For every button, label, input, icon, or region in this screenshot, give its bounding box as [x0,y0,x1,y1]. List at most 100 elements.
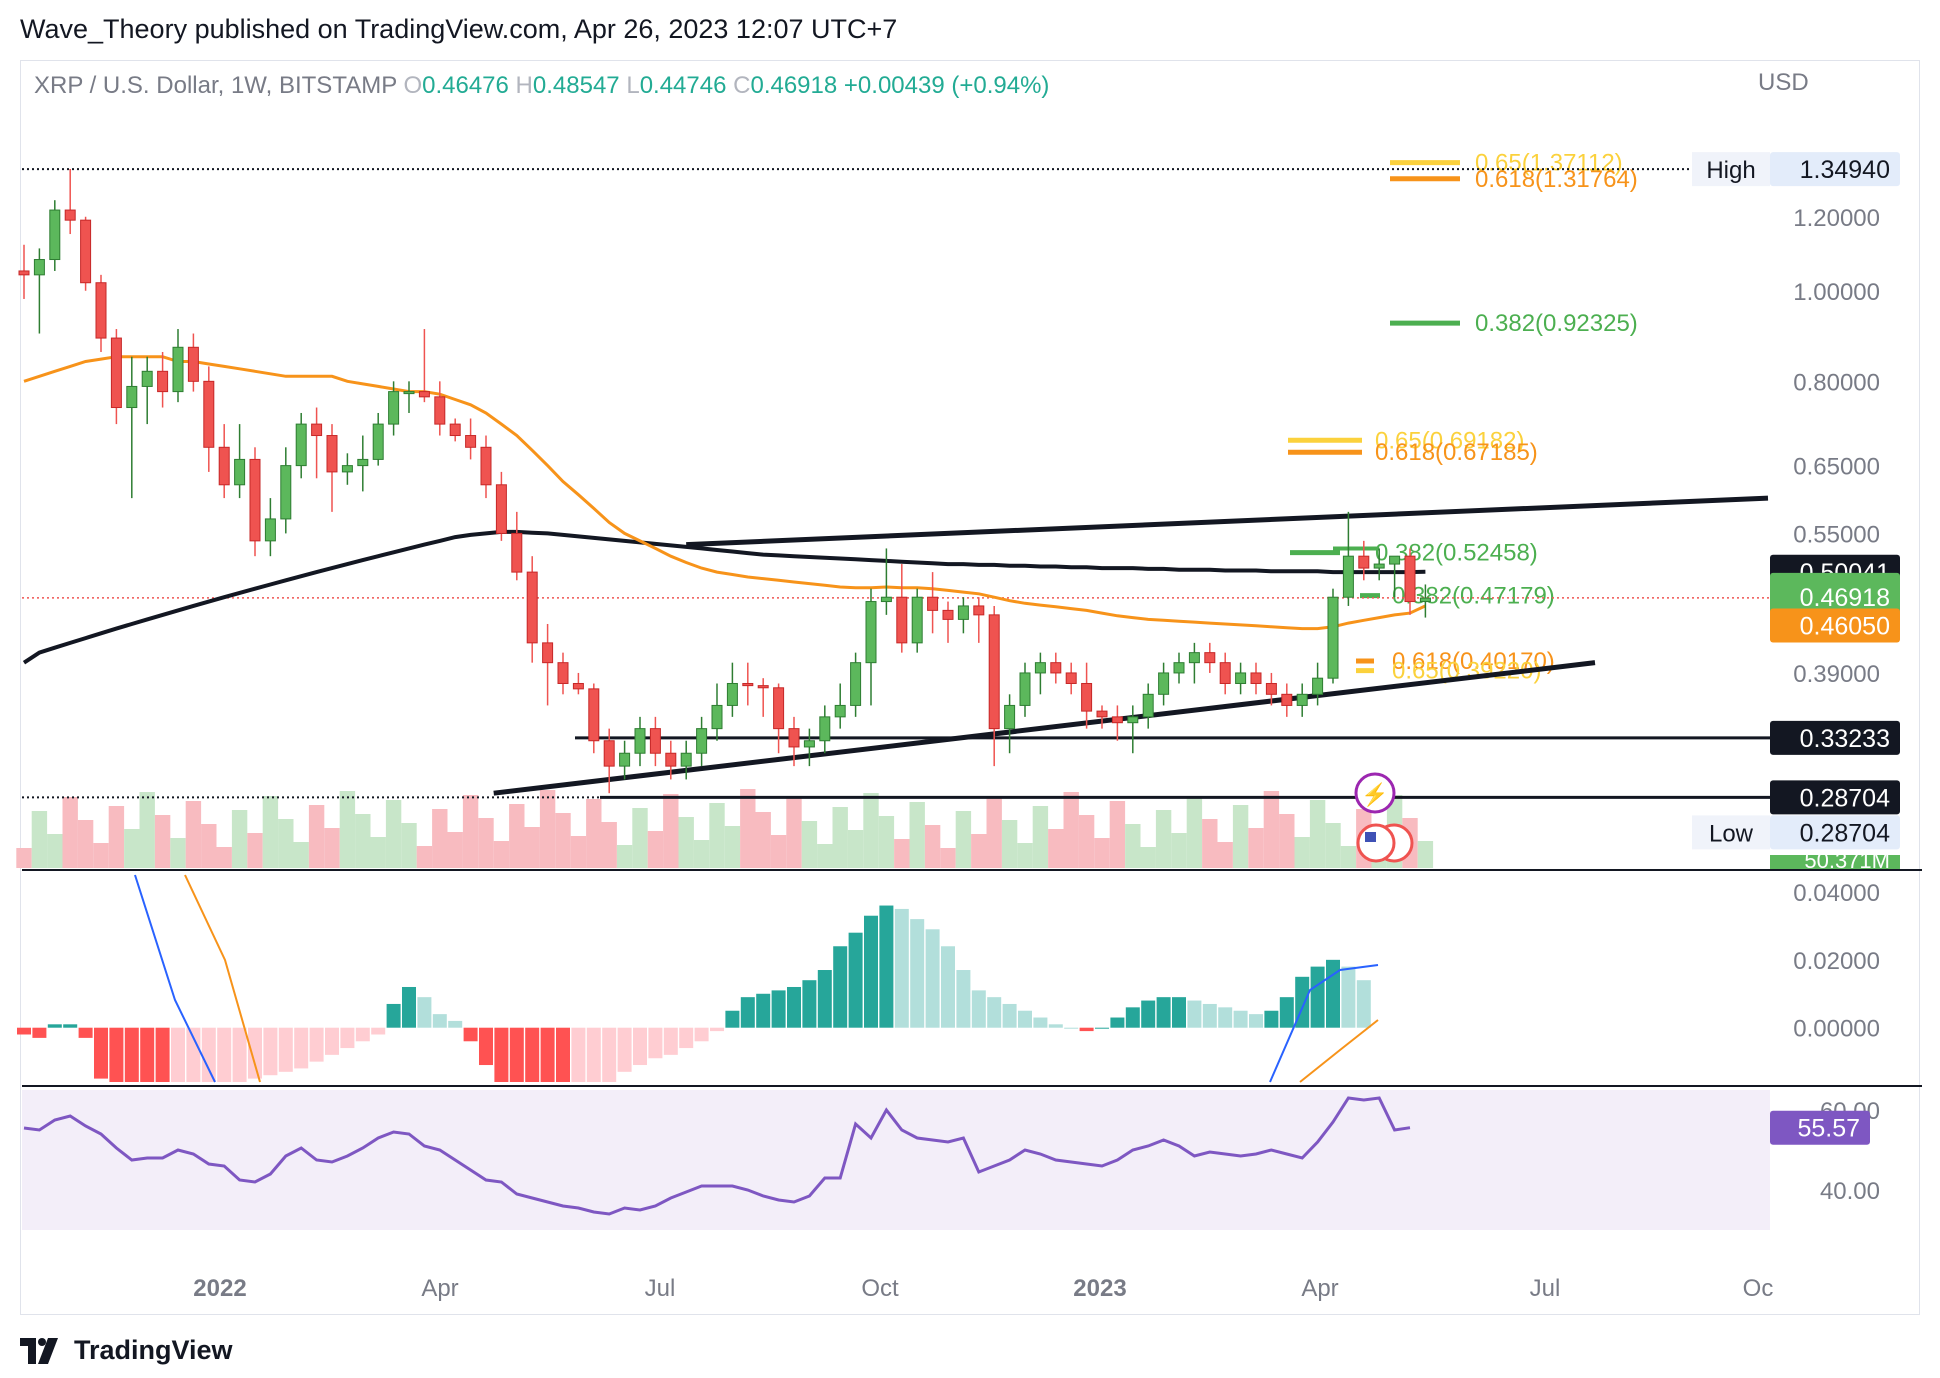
candle-body [218,446,230,486]
macd-histogram-bar [1172,997,1186,1028]
tradingview-logo-icon [20,1337,58,1364]
candle-body [711,704,723,730]
ema-50-line [23,355,1427,631]
candle-body [1296,693,1308,706]
volume-bar [586,799,602,868]
volume-bar [308,805,325,868]
upper-trendline [686,495,1769,548]
candle-body [603,740,615,767]
candle-body [1235,672,1247,684]
candle-body [449,423,461,437]
time-axis-tick: Jul [645,1275,676,1302]
volume-bar [370,837,386,868]
legend-high-label: H [515,72,533,99]
volume-bar [1248,828,1264,868]
macd-axis-tick: 0.02000 [1793,948,1880,975]
currency-label: USD [1758,69,1809,96]
candle-body [572,682,584,690]
fib-level-label: 0.65(1.37112) [1475,150,1623,177]
legend-low: 0.44746 [639,72,727,99]
legend-open: 0.46476 [422,72,509,99]
volume-bar [1109,801,1126,868]
macd-histogram-bar [186,1027,201,1082]
fib-level-label: 0.65(0.69182) [1375,427,1524,454]
volume-bar [770,835,787,868]
volume-bar [108,806,125,868]
macd-histogram-bar [1356,980,1371,1028]
candle-body [418,391,430,398]
price-axis-tick: 0.39000 [1793,661,1880,688]
candle-body [1142,693,1154,718]
price-axis-tick: 1.20000 [1793,205,1880,232]
support-value-box [1770,720,1900,755]
volume-bar [1263,791,1280,868]
macd-histogram-bar [32,1027,47,1038]
support-value: 0.33233 [1800,725,1890,753]
volume-bar [724,826,741,868]
volume-bar [1125,824,1141,868]
candle-body [372,423,384,460]
candle-body [1158,672,1170,695]
candle-body [557,662,569,684]
macd-histogram-bar [1079,1027,1094,1032]
low-value-box [1770,815,1900,850]
macd-histogram-bar [833,946,848,1028]
candle-body [280,465,292,520]
volume-bar [1048,829,1064,868]
candle-body [1219,662,1231,684]
volume-bar [786,798,802,868]
price-axis-tick: 0.55000 [1793,521,1880,548]
macd-histogram-bar [1233,1010,1248,1028]
candle-body [95,282,107,339]
macd-histogram-bar [663,1027,678,1055]
macd-histogram-bar [1218,1007,1233,1028]
volume-bar [278,819,294,868]
macd-histogram-bar [1187,1000,1202,1028]
macd-histogram-bar [124,1027,139,1082]
ema-50-value: 0.46050 [1800,612,1890,640]
macd-histogram-bar [1064,1027,1079,1029]
low-value: 0.28704 [1800,819,1890,847]
candle-body [1404,555,1416,603]
volume-bar [1001,820,1018,868]
volume-bar [231,810,248,868]
volume-bar [139,792,155,868]
tradingview-footer[interactable]: TradingView [20,1335,233,1366]
candle-body [234,458,246,486]
candle-body [33,259,45,276]
candle-body [1065,672,1077,684]
macd-histogram-bar [340,1027,355,1049]
volume-bar [1140,847,1156,868]
macd-histogram-bar [232,1027,247,1082]
macd-histogram-bar [556,1027,570,1082]
macd-histogram-bar [1310,966,1325,1028]
macd-histogram-bar [864,915,878,1028]
legend-symbol[interactable]: XRP / U.S. Dollar, 1W, BITSTAMP [34,72,397,99]
macd-histogram-bar [925,929,940,1028]
macd-histogram-bar [109,1027,124,1082]
macd-histogram-bar [540,1027,555,1082]
lightning-glyph: ⚡ [1361,782,1388,808]
volume-bar [216,847,232,868]
candle-body [680,752,692,767]
volume-bar [247,833,263,868]
candle-body [696,728,708,754]
lightning-event-icon [1354,772,1396,814]
volume-value-box [1770,855,1900,869]
macd-axis-tick: 0.04000 [1793,880,1880,907]
candle-body [465,435,477,448]
candle-body [973,605,985,616]
candle-body [249,458,261,542]
macd-histogram-bar [756,993,771,1028]
volume-bar [401,823,417,868]
fib-level-label: 0.382(0.52458) [1375,540,1538,567]
time-axis-tick: Oct [861,1275,899,1302]
macd-histogram-bar [1202,1003,1217,1028]
candle-body [80,219,92,284]
volume-bar [940,848,956,868]
macd-histogram-bar [1018,1010,1032,1028]
candle-body [1389,555,1401,565]
chart-frame[interactable] [20,60,1920,1315]
volume-bar [755,812,771,868]
